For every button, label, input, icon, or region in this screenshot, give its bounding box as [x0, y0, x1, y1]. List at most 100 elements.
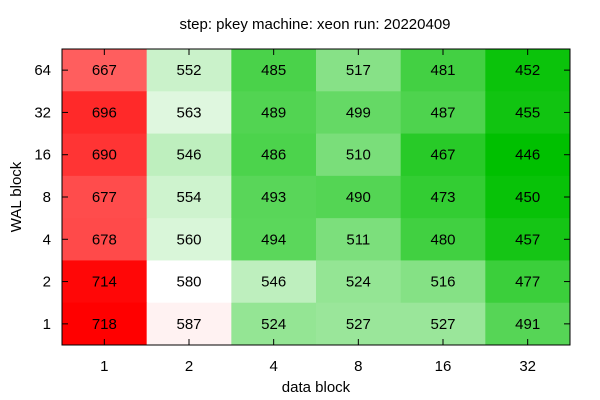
heatmap-cell — [400, 260, 486, 304]
y-tick-label: 1 — [43, 316, 51, 333]
heatmap-cell — [485, 302, 571, 346]
heatmap-cell — [231, 218, 317, 261]
x-tick-label: 4 — [269, 358, 277, 375]
heatmap-cell — [62, 260, 148, 304]
cell-value-label: 457 — [515, 231, 540, 248]
cell-value-label: 493 — [261, 189, 286, 206]
x-axis-label: data block — [282, 379, 351, 396]
cell-value-labels: 667 552 485 517 481 452 696 563 489 499 487 455 690 5… — [92, 62, 540, 333]
heatmap-cell — [231, 133, 317, 177]
heatmap-cell — [400, 302, 486, 346]
cell-value-label: 489 — [261, 104, 286, 121]
heatmap-cell — [146, 260, 232, 304]
heatmap-cell — [485, 260, 571, 304]
heatmap-cell — [485, 49, 571, 92]
cell-value-label: 516 — [430, 274, 455, 291]
heatmap-cell — [400, 133, 486, 177]
heatmap-cell — [316, 260, 402, 304]
heatmap-cell — [231, 302, 317, 346]
heatmap-cell — [316, 91, 402, 135]
cell-value-label: 560 — [176, 231, 201, 248]
cell-value-label: 718 — [92, 316, 117, 333]
cell-value-label: 527 — [430, 316, 455, 333]
heatmap-cell — [400, 218, 486, 261]
heatmap-cell — [146, 91, 232, 135]
plot-frame — [61, 48, 571, 346]
y-axis-label: WAL block — [8, 161, 25, 232]
x-tick-label: 16 — [435, 358, 452, 375]
cell-value-label: 587 — [176, 316, 201, 333]
heatmap-cell — [231, 175, 317, 219]
heatmap-cell — [146, 175, 232, 219]
cell-value-label: 667 — [92, 62, 117, 79]
cell-value-label: 499 — [346, 104, 371, 121]
y-tick-label: 4 — [43, 231, 51, 248]
heatmap-cell — [485, 175, 571, 219]
y-tick-label: 32 — [34, 104, 51, 121]
cell-value-label: 546 — [176, 147, 201, 164]
chart-title: step: pkey machine: xeon run: 20220409 — [179, 16, 450, 33]
y-axis-ticks: 64 32 16 8 4 2 1 — [34, 62, 570, 333]
heatmap-cell — [316, 49, 402, 92]
y-tick-label: 16 — [34, 147, 51, 164]
cell-value-label: 481 — [430, 62, 455, 79]
x-tick-label: 1 — [100, 358, 108, 375]
heatmap-cell — [400, 175, 486, 219]
cell-value-label: 554 — [176, 189, 201, 206]
heatmap-cell — [316, 218, 402, 261]
x-tick-label: 32 — [519, 358, 536, 375]
heatmap-cell — [485, 133, 571, 177]
heatmap-cell — [316, 302, 402, 346]
x-tick-label: 8 — [354, 358, 362, 375]
heatmap-cell — [62, 133, 148, 177]
heatmap-cell — [62, 302, 148, 346]
cell-value-label: 467 — [430, 147, 455, 164]
heatmap-cell — [400, 91, 486, 135]
cell-value-label: 452 — [515, 62, 540, 79]
cell-value-label: 563 — [176, 104, 201, 121]
heatmap-cell — [146, 133, 232, 177]
cell-value-label: 580 — [176, 274, 201, 291]
cell-value-label: 491 — [515, 316, 540, 333]
heatmap-cell — [146, 302, 232, 346]
heatmap-cell — [62, 218, 148, 261]
heatmap-cell — [400, 49, 486, 92]
heatmap-cell — [485, 218, 571, 261]
cell-value-label: 450 — [515, 189, 540, 206]
cell-value-label: 524 — [346, 274, 371, 291]
x-tick-label: 2 — [185, 358, 193, 375]
cell-value-label: 494 — [261, 231, 286, 248]
cell-value-label: 511 — [346, 231, 370, 248]
cell-value-label: 517 — [346, 62, 371, 79]
cell-value-label: 510 — [346, 147, 371, 164]
cell-value-label: 473 — [430, 189, 455, 206]
cell-value-label: 527 — [346, 316, 371, 333]
cell-value-label: 477 — [515, 274, 540, 291]
cell-value-label: 485 — [261, 62, 286, 79]
cell-value-label: 455 — [515, 104, 540, 121]
cell-value-label: 490 — [346, 189, 371, 206]
heatmap-cell — [62, 49, 148, 92]
heatmap-cells — [62, 49, 571, 346]
heatmap-cell — [62, 175, 148, 219]
cell-value-label: 446 — [515, 147, 540, 164]
heatmap-cell — [146, 49, 232, 92]
cell-value-label: 524 — [261, 316, 286, 333]
cell-value-label: 678 — [92, 231, 117, 248]
heatmap-cell — [231, 91, 317, 135]
cell-value-label: 546 — [261, 274, 286, 291]
cell-value-label: 552 — [176, 62, 201, 79]
cell-value-label: 714 — [92, 274, 117, 291]
cell-value-label: 696 — [92, 104, 117, 121]
heatmap-cell — [316, 175, 402, 219]
cell-value-label: 690 — [92, 147, 117, 164]
y-tick-label: 8 — [43, 189, 51, 206]
heatmap-cell — [62, 91, 148, 135]
heatmap-cell — [146, 218, 232, 261]
y-tick-label: 64 — [34, 62, 51, 79]
heatmap-cell — [231, 49, 317, 92]
cell-value-label: 677 — [92, 189, 117, 206]
x-axis-ticks: 1 2 4 8 16 32 — [100, 49, 536, 375]
y-tick-label: 2 — [43, 274, 51, 291]
